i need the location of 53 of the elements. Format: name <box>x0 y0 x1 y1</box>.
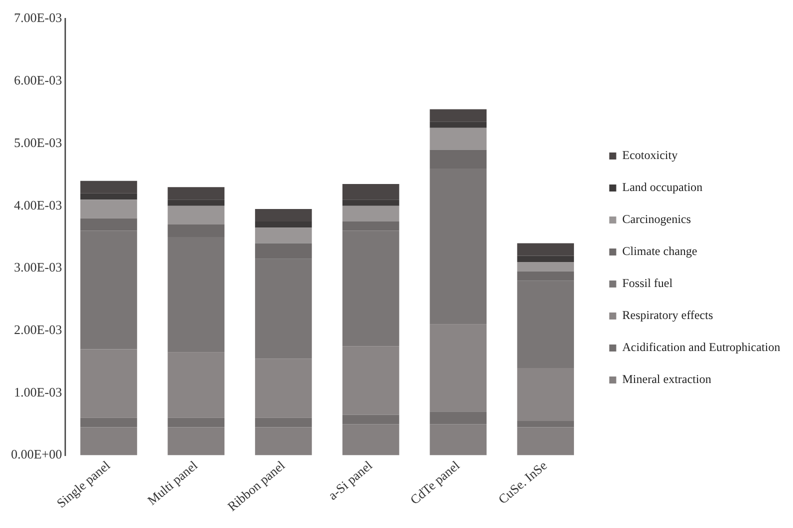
legend-label: Ecotoxicity <box>622 148 678 162</box>
bar <box>430 122 487 128</box>
bar <box>80 349 138 418</box>
bar <box>517 262 574 272</box>
legend-label: Acidification and Eutrophication <box>622 340 780 354</box>
bar <box>430 424 487 456</box>
bar <box>255 228 312 244</box>
bar <box>255 208 312 222</box>
bar <box>168 352 224 418</box>
y-tick-label: 3.00E-03 <box>14 260 62 275</box>
bar <box>168 200 224 206</box>
legend-label: Mineral extraction <box>622 372 712 386</box>
legend-label: Climate change <box>622 244 698 258</box>
bar <box>517 420 574 428</box>
bar <box>255 427 312 456</box>
bar <box>517 427 574 456</box>
bar <box>168 427 224 456</box>
bar <box>342 200 400 206</box>
legend-label: Land occupation <box>622 180 703 194</box>
bar <box>168 206 224 225</box>
bar <box>517 368 574 421</box>
bar <box>342 206 400 222</box>
bar <box>342 424 400 456</box>
bar <box>517 243 574 256</box>
legend-label: Carcinogenics <box>622 212 692 226</box>
y-tick-label: 4.00E-03 <box>14 197 62 212</box>
bar <box>342 414 400 424</box>
y-tick-label: 6.00E-03 <box>14 72 62 88</box>
bar <box>168 187 224 200</box>
x-tick-label: CuSe. InSe <box>495 458 550 507</box>
bar <box>342 346 400 415</box>
legend-label: Fossil fuel <box>622 276 674 290</box>
y-tick-label: 2.00E-03 <box>14 322 62 337</box>
bar <box>430 412 487 424</box>
y-tick-label: 0.00E+00 <box>10 446 62 462</box>
bar <box>80 427 138 456</box>
bar <box>255 221 312 228</box>
bar <box>430 128 487 150</box>
y-tick-label: 5.00E-03 <box>14 134 62 150</box>
bar <box>342 184 400 200</box>
bar <box>517 256 574 262</box>
bar <box>80 200 138 218</box>
bar <box>430 324 487 412</box>
bar <box>80 418 138 428</box>
bar <box>255 358 312 418</box>
y-tick-label: 7.00E-03 <box>14 10 62 26</box>
bar <box>430 109 487 122</box>
y-tick-label: 1.00E-03 <box>14 384 62 400</box>
bar <box>168 418 224 428</box>
bar <box>80 193 138 200</box>
legend-label: Respiratory effects <box>622 308 714 322</box>
bar <box>255 418 312 428</box>
bar <box>80 180 138 194</box>
